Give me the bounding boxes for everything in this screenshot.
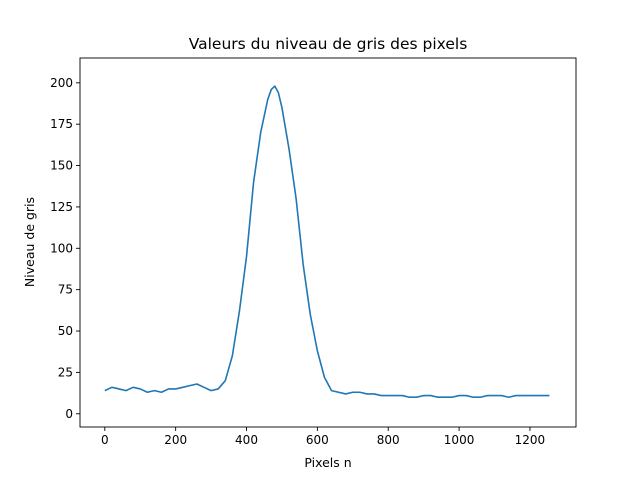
x-tick-label: 600 xyxy=(306,433,329,447)
x-tick-label: 1200 xyxy=(515,433,546,447)
x-tick-label: 1000 xyxy=(444,433,475,447)
y-axis-label: Niveau de gris xyxy=(22,197,37,287)
y-tick-label: 50 xyxy=(58,324,73,338)
y-tick-label: 0 xyxy=(65,407,73,421)
x-tick-label: 200 xyxy=(164,433,187,447)
y-tick-label: 100 xyxy=(50,241,73,255)
x-tick-label: 0 xyxy=(101,433,109,447)
y-tick-label: 200 xyxy=(50,76,73,90)
y-tick-label: 125 xyxy=(50,200,73,214)
plot-area xyxy=(79,57,577,428)
x-axis-ticks: 0 200 400 600 800 1000 1200 xyxy=(101,427,545,447)
x-axis-label: Pixels n xyxy=(304,455,351,470)
y-tick-label: 75 xyxy=(58,283,73,297)
axes-frame xyxy=(79,57,577,428)
y-axis-ticks: 0 25 50 75 100 125 150 175 200 xyxy=(50,76,80,421)
series-line xyxy=(104,85,550,399)
y-tick-label: 150 xyxy=(50,159,73,173)
x-tick-label: 800 xyxy=(377,433,400,447)
x-tick-label: 400 xyxy=(235,433,258,447)
chart-title: Valeurs du niveau de gris des pixels xyxy=(189,35,468,53)
y-tick-label: 25 xyxy=(58,365,73,379)
y-tick-label: 175 xyxy=(50,117,73,131)
